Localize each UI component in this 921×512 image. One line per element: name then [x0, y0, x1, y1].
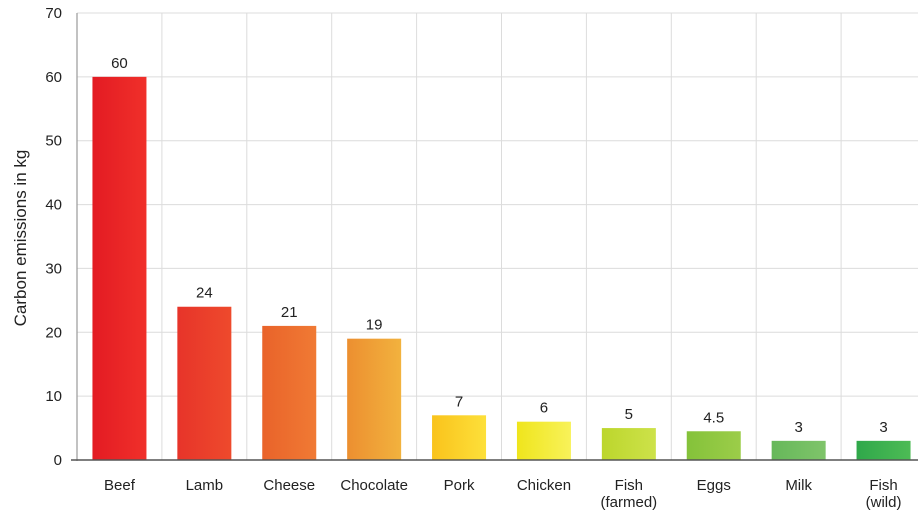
- x-category-label: Beef: [104, 477, 136, 494]
- value-label: 60: [111, 55, 128, 72]
- x-category-label: Eggs: [697, 477, 731, 494]
- value-label: 3: [794, 419, 802, 436]
- x-category-label: Lamb: [186, 477, 224, 494]
- x-category-label: Chicken: [517, 477, 571, 494]
- x-category-labels: Beef Lamb Cheese Chocolate Pork Chicken Fish(f…: [104, 477, 901, 511]
- bar-eggs: [686, 431, 741, 460]
- value-label: 7: [455, 393, 463, 410]
- bar-pork: [432, 415, 487, 460]
- x-category-label: (farmed): [601, 494, 658, 511]
- bars: [92, 76, 911, 460]
- value-label: 6: [540, 400, 548, 417]
- bar-lamb: [177, 306, 232, 460]
- bar-beef: [92, 76, 147, 460]
- y-tick-label: 40: [45, 197, 62, 214]
- y-tick-label: 60: [45, 69, 62, 86]
- y-tick-label: 20: [45, 324, 62, 341]
- y-tick-label: 10: [45, 388, 62, 405]
- y-tick-label: 0: [54, 452, 62, 469]
- value-label: 4.5: [703, 409, 724, 426]
- value-label: 24: [196, 285, 213, 302]
- value-label: 3: [879, 419, 887, 436]
- bar-chocolate: [347, 338, 402, 460]
- bar-milk: [771, 440, 826, 460]
- gridlines: [77, 12, 918, 460]
- bar-fish-wild: [856, 440, 911, 460]
- bar-fish-farmed: [601, 428, 656, 460]
- x-category-label: Cheese: [263, 477, 315, 494]
- x-category-label: Fish: [869, 477, 897, 494]
- bar-chicken: [516, 421, 571, 460]
- x-category-label: (wild): [866, 494, 902, 511]
- y-tick-label: 30: [45, 260, 62, 277]
- x-category-label: Milk: [785, 477, 812, 494]
- x-category-label: Fish: [615, 477, 643, 494]
- axes: [71, 13, 918, 461]
- value-label: 19: [366, 317, 383, 334]
- y-tick-labels: 0 10 20 30 40 50 60 70: [45, 5, 62, 469]
- value-label: 5: [625, 406, 633, 423]
- bar-cheese: [262, 325, 317, 460]
- y-axis-label: Carbon emissions in kg: [11, 150, 30, 327]
- y-tick-label: 70: [45, 5, 62, 22]
- value-label: 21: [281, 304, 298, 321]
- x-category-label: Chocolate: [340, 477, 408, 494]
- value-labels: 60 24 21 19 7 6 5 4.5 3 3: [111, 55, 888, 436]
- y-tick-label: 50: [45, 133, 62, 150]
- x-category-label: Pork: [444, 477, 475, 494]
